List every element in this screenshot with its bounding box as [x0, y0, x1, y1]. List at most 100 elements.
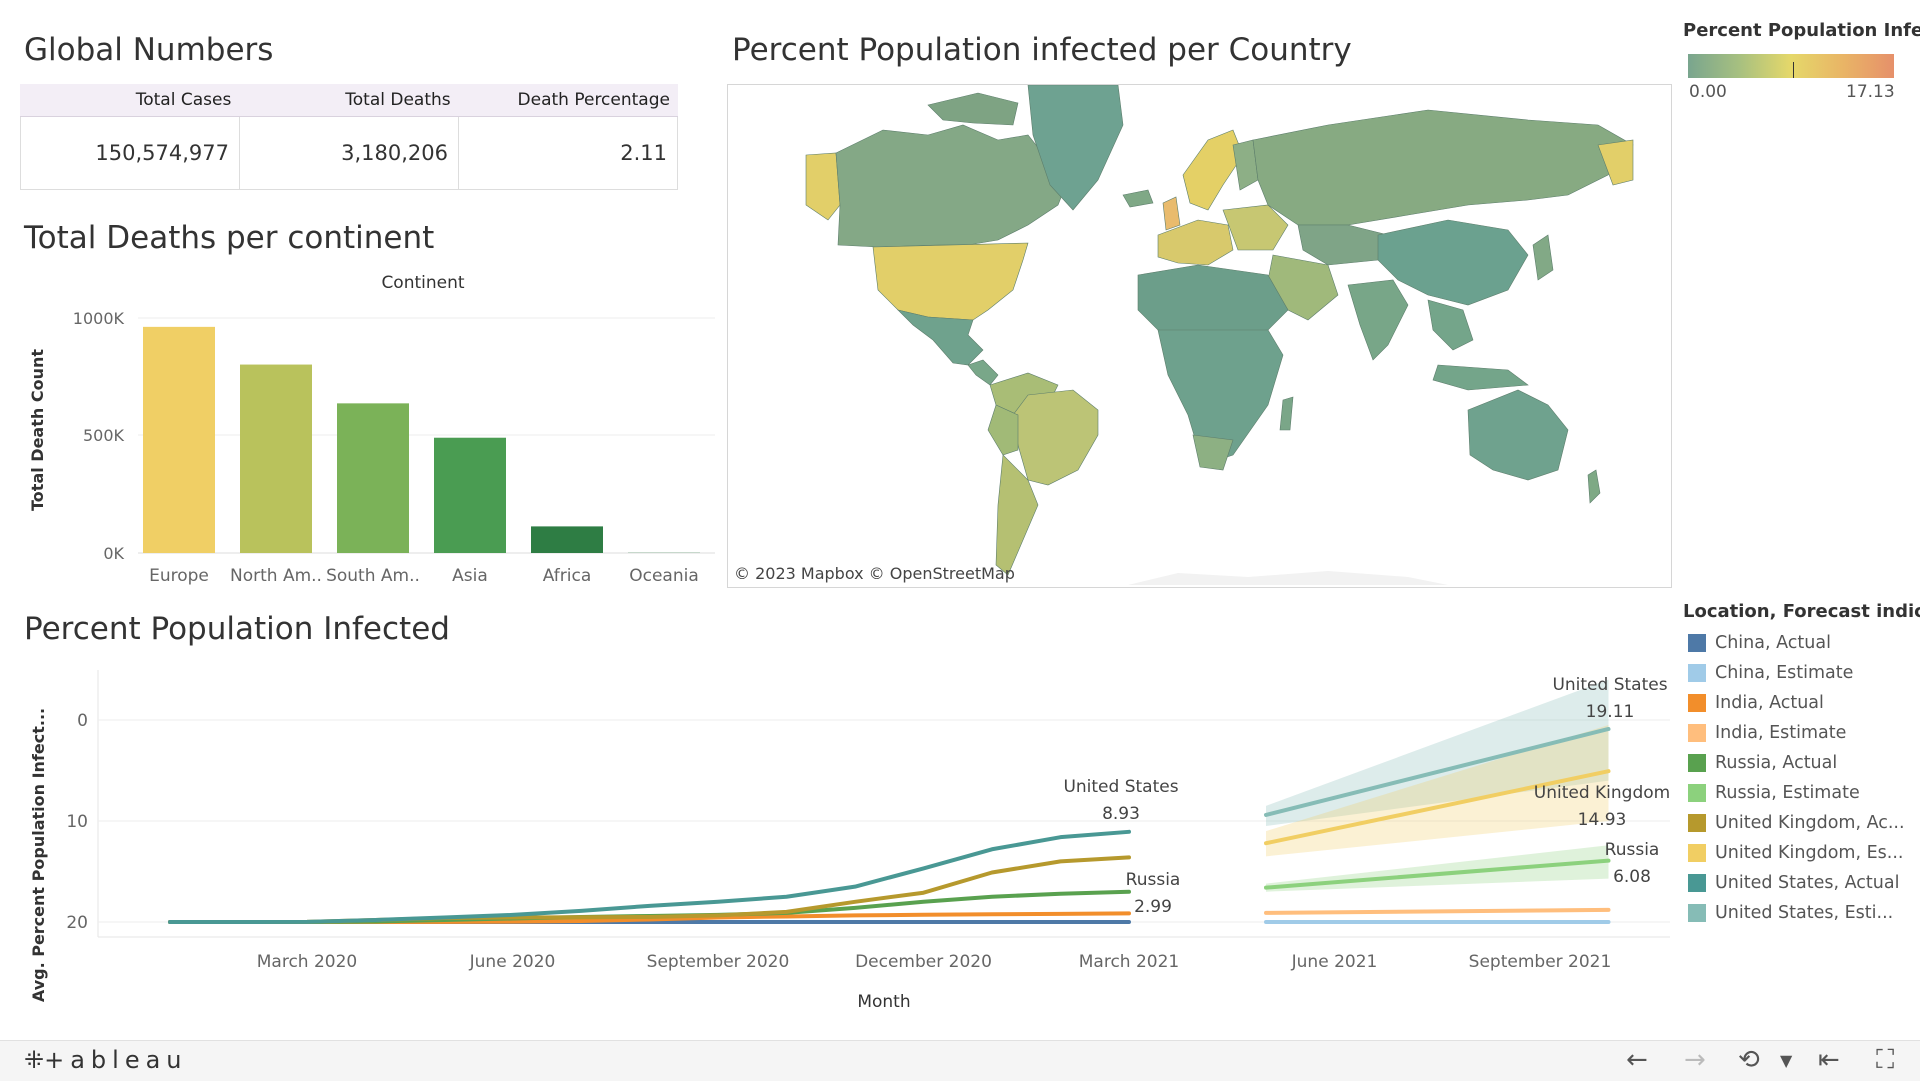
line-chart-xlabel: Month — [857, 992, 910, 1012]
tableau-logo[interactable]: ⁜+ableau — [24, 1046, 188, 1074]
south-africa-region[interactable] — [1193, 435, 1233, 470]
annotation-russia-estimate-name: Russia — [1605, 840, 1660, 860]
header-total-cases: Total Cases — [20, 84, 239, 116]
legend-item[interactable]: United States, Esti... — [1688, 902, 1893, 924]
xtick-september-2021: September 2021 — [1469, 952, 1612, 972]
southeast-asia-region[interactable] — [1428, 300, 1473, 350]
bar-chart-ylabel: Total Death Count — [28, 349, 47, 511]
legend-item[interactable]: China, Actual — [1688, 632, 1831, 654]
scandinavia-region[interactable] — [1183, 130, 1243, 210]
bar-asia[interactable] — [434, 438, 506, 553]
legend-label: Russia, Estimate — [1715, 783, 1860, 803]
ytick-0: 20 — [66, 913, 88, 933]
japan-region[interactable] — [1533, 235, 1553, 280]
russia-region[interactable] — [1253, 110, 1633, 225]
kazakhstan-central-asia-region[interactable] — [1298, 225, 1388, 265]
header-total-deaths: Total Deaths — [239, 84, 458, 116]
value-total-deaths[interactable]: 3,180,206 — [240, 117, 459, 189]
alaska-region[interactable] — [806, 153, 840, 220]
canada-islands-region[interactable] — [928, 93, 1018, 125]
global-numbers-table[interactable]: Total Cases Total Deaths Death Percentag… — [20, 84, 678, 189]
first-page-icon[interactable]: ⇤ — [1818, 1045, 1840, 1075]
bar-south-am[interactable] — [337, 403, 409, 553]
colorbar-min: 0.00 — [1689, 82, 1727, 102]
iceland-region[interactable] — [1123, 190, 1153, 207]
bar-europe[interactable] — [143, 327, 215, 553]
legend-label: United Kingdom, Ac... — [1715, 813, 1905, 833]
global-numbers-title: Global Numbers — [24, 32, 273, 68]
legend-label: China, Actual — [1715, 633, 1831, 653]
colorbar-max: 17.13 — [1846, 82, 1895, 102]
line-india-estimate[interactable] — [1266, 910, 1609, 913]
bar-africa[interactable] — [531, 526, 603, 553]
deaths-per-continent-chart[interactable]: Continent Total Death Count 1000K 500K 0… — [20, 270, 720, 595]
legend-item[interactable]: India, Estimate — [1688, 722, 1846, 744]
central-america-region[interactable] — [968, 360, 998, 385]
xtick-oceania: Oceania — [629, 566, 699, 586]
legend-item[interactable]: United Kingdom, Ac... — [1688, 812, 1905, 834]
legend-label: United States, Actual — [1715, 873, 1899, 893]
legend-label: China, Estimate — [1715, 663, 1853, 683]
line-united-states-actual[interactable] — [170, 832, 1129, 922]
colorbar-title: Percent Population Infe... — [1683, 20, 1920, 41]
xtick-june-2020: June 2020 — [469, 952, 556, 972]
legend-swatch — [1688, 634, 1706, 652]
world-map-canvas[interactable] — [728, 85, 1671, 587]
legend-item[interactable]: United States, Actual — [1688, 872, 1899, 894]
fullscreen-icon[interactable]: ⛶ — [1876, 1045, 1894, 1076]
uk-region[interactable] — [1163, 197, 1180, 230]
brazil-region[interactable] — [1013, 390, 1098, 485]
annotation-us-actual-name: United States — [1063, 777, 1178, 797]
ytick-0k: 0K — [103, 544, 124, 563]
xtick-south-am: South Am.. — [326, 566, 420, 586]
legend-swatch — [1688, 754, 1706, 772]
chevron-down-icon[interactable]: ▼ — [1780, 1051, 1792, 1070]
xtick-asia: Asia — [452, 566, 488, 586]
value-total-cases[interactable]: 150,574,977 — [21, 117, 240, 189]
header-death-percentage: Death Percentage — [459, 84, 678, 116]
annotation-uk-estimate-name: United Kingdom — [1534, 783, 1670, 803]
redo-icon[interactable]: → — [1684, 1045, 1706, 1075]
map-credit: © 2023 Mapbox © OpenStreetMap — [734, 564, 1015, 583]
africa-north-region[interactable] — [1138, 265, 1288, 335]
percent-population-infected-chart[interactable]: Avg. Percent Population Infect... 20100 … — [20, 650, 1670, 1020]
xtick-north-am: North Am.. — [230, 566, 322, 586]
line-chart-title: Percent Population Infected — [24, 611, 450, 647]
indonesia-region[interactable] — [1433, 365, 1528, 390]
legend-swatch — [1688, 874, 1706, 892]
ytick-10: 10 — [66, 812, 88, 832]
new-zealand-region[interactable] — [1588, 470, 1600, 503]
xtick-march-2021: March 2021 — [1079, 952, 1180, 972]
xtick-june-2021: June 2021 — [1291, 952, 1378, 972]
legend-item[interactable]: China, Estimate — [1688, 662, 1853, 684]
usa-region[interactable] — [873, 243, 1028, 320]
global-numbers-value-row[interactable]: 150,574,977 3,180,206 2.11 — [20, 117, 678, 190]
tableau-logo-icon: ⁜ — [24, 1046, 44, 1074]
canada-region[interactable] — [836, 125, 1068, 247]
legend-item[interactable]: Russia, Estimate — [1688, 782, 1860, 804]
value-death-percentage[interactable]: 2.11 — [459, 117, 678, 189]
legend-swatch — [1688, 724, 1706, 742]
bar-north-am[interactable] — [240, 365, 312, 553]
legend-label: India, Actual — [1715, 693, 1824, 713]
legend-label: India, Estimate — [1715, 723, 1846, 743]
australia-region[interactable] — [1468, 390, 1568, 480]
antarctica-region — [1128, 571, 1448, 585]
annotation-us-estimate-value: 19.11 — [1586, 702, 1635, 722]
revert-icon[interactable]: ⟲ — [1738, 1045, 1760, 1075]
line-chart-ylabel: Avg. Percent Population Infect... — [29, 708, 48, 1002]
undo-icon[interactable]: ← — [1626, 1045, 1648, 1075]
legend-item[interactable]: Russia, Actual — [1688, 752, 1837, 774]
annotation-russia-estimate-value: 6.08 — [1613, 867, 1651, 887]
xtick-september-2020: September 2020 — [647, 952, 790, 972]
annotation-russia-actual-name: Russia — [1126, 870, 1181, 890]
legend-item[interactable]: India, Actual — [1688, 692, 1824, 714]
xtick-africa: Africa — [543, 566, 592, 586]
legend-label: Russia, Actual — [1715, 753, 1837, 773]
legend-item[interactable]: United Kingdom, Es... — [1688, 842, 1903, 864]
india-region[interactable] — [1348, 280, 1408, 360]
annotation-russia-actual-value: 2.99 — [1134, 897, 1172, 917]
madagascar-region[interactable] — [1280, 397, 1293, 430]
bar-chart-header: Continent — [381, 273, 464, 293]
world-map[interactable]: © 2023 Mapbox © OpenStreetMap — [727, 84, 1672, 588]
